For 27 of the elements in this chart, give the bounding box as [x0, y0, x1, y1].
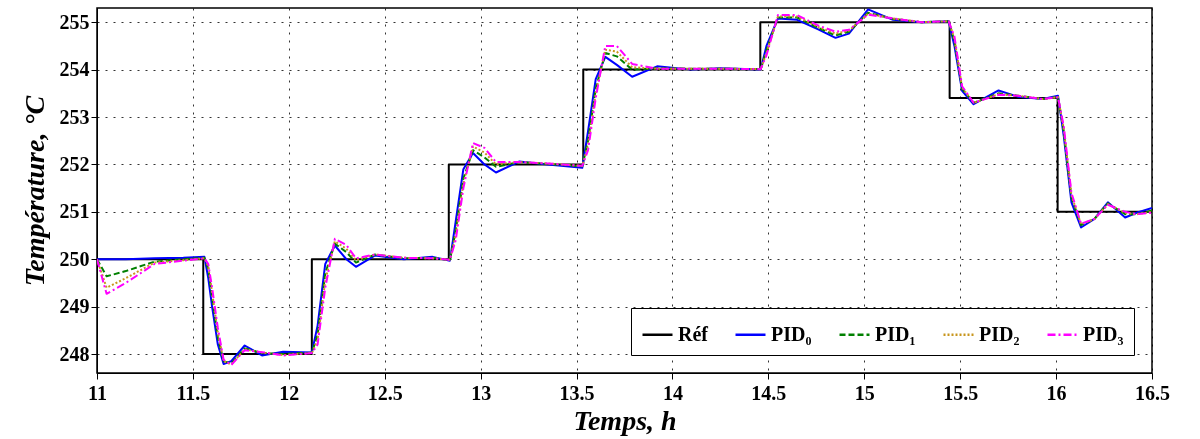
x-tick-label: 13 [471, 381, 492, 404]
y-tick-label: 248 [59, 342, 90, 365]
x-tick-label: 16.5 [1135, 381, 1170, 404]
y-axis-title: Température, °C [18, 95, 50, 287]
legend-label: PID₃ [1083, 322, 1124, 345]
y-tick-label: 255 [59, 10, 90, 33]
x-tick-label: 11 [88, 381, 107, 404]
legend-label: PID₂ [979, 322, 1020, 345]
legend-label: PID₀ [771, 322, 812, 345]
y-tick-label: 251 [59, 200, 90, 223]
y-tick-label: 253 [59, 105, 90, 128]
legend-label: PID₁ [875, 322, 916, 345]
y-tick-label: 252 [59, 152, 90, 175]
legend-label: Réf [678, 322, 709, 345]
x-tick-label: 14 [662, 381, 683, 404]
y-tick-label: 250 [59, 247, 90, 270]
x-tick-label: 12 [279, 381, 300, 404]
x-axis-title: Temps, h [573, 404, 677, 436]
y-tick-label: 249 [59, 295, 90, 318]
x-tick-label: 16 [1046, 381, 1067, 404]
x-tick-label: 15 [854, 381, 875, 404]
x-tick-label: 14.5 [751, 381, 787, 404]
x-tick-label: 12.5 [367, 381, 403, 404]
x-tick-label: 15.5 [943, 381, 979, 404]
x-tick-label: 11.5 [176, 381, 211, 404]
x-tick-label: 13.5 [559, 381, 595, 404]
y-tick-label: 254 [59, 58, 90, 81]
